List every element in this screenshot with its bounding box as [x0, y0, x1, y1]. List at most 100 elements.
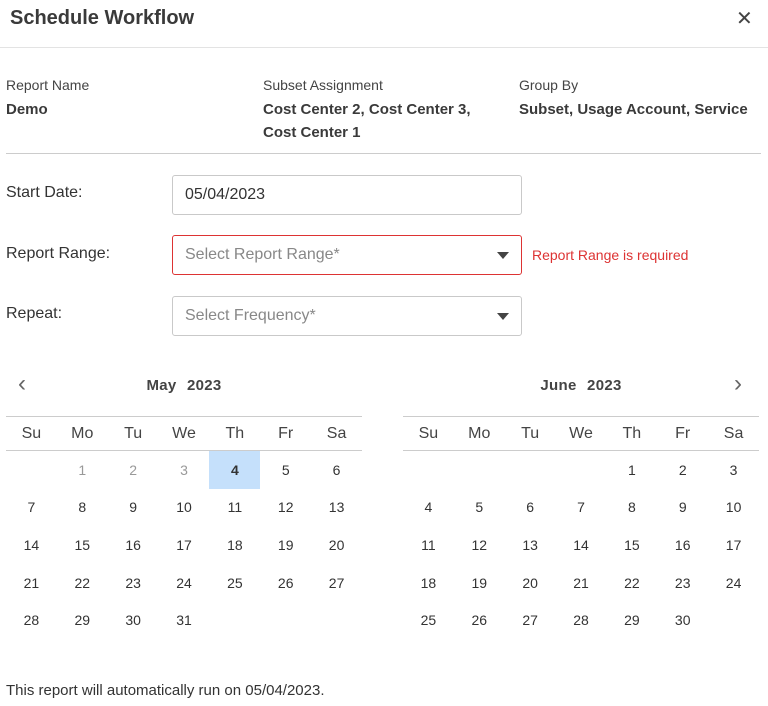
day-cell[interactable]: 19: [277, 536, 294, 553]
schedule-message: This report will automatically run on 05…: [6, 682, 325, 699]
weekday-label: Fr: [278, 424, 294, 442]
start-date-label: Start Date:: [6, 184, 83, 201]
next-month-icon[interactable]: ›: [734, 370, 742, 397]
day-cell[interactable]: 22: [624, 574, 640, 591]
day-cell[interactable]: 7: [577, 499, 585, 516]
report-name-label: Report Name: [6, 77, 90, 93]
weekday-label: Th: [622, 424, 642, 442]
month-title: June 2023: [540, 377, 622, 394]
day-cell-selected[interactable]: 4: [209, 451, 261, 489]
report-range-label: Report Range:: [6, 245, 111, 262]
caret-down-icon: [497, 251, 509, 259]
day-cell[interactable]: 24: [176, 574, 192, 591]
day-cell[interactable]: 11: [227, 499, 243, 516]
day-cell[interactable]: 5: [281, 461, 290, 478]
day-cell[interactable]: 19: [471, 574, 488, 591]
day-cell[interactable]: 8: [78, 499, 87, 516]
weekday-label: Su: [418, 424, 439, 442]
weekday-label: Sa: [723, 424, 744, 442]
subset-label: Subset Assignment: [263, 77, 383, 93]
day-cell[interactable]: 17: [725, 536, 742, 553]
calendar-may: May 2023 Su Mo Tu We Th Fr Sa 1 2 3 4 5 6 7 8 9 10 11 12 13…: [6, 377, 362, 639]
day-cell[interactable]: 1: [627, 461, 636, 478]
day-cell[interactable]: 25: [227, 574, 243, 591]
day-cell[interactable]: 18: [227, 536, 243, 553]
day-cell: 3: [180, 461, 188, 478]
empty-cell: [6, 451, 57, 489]
empty-cell: [403, 451, 454, 489]
day-cell[interactable]: 13: [328, 499, 345, 516]
weekday-label: We: [569, 424, 593, 442]
weekday-label: We: [172, 424, 196, 442]
report-range-select[interactable]: Select Report Range*: [172, 235, 522, 275]
report-range-error: Report Range is required: [532, 247, 689, 263]
weekday-label: Su: [21, 424, 42, 442]
day-cell[interactable]: 12: [277, 499, 294, 516]
day-cell[interactable]: 15: [74, 536, 91, 553]
close-icon[interactable]: ✕: [736, 8, 753, 30]
caret-down-icon: [497, 312, 509, 320]
group-by-label: Group By: [519, 77, 579, 93]
day-cell[interactable]: 27: [328, 574, 345, 591]
day-cell[interactable]: 25: [420, 612, 437, 629]
day-cell[interactable]: 29: [624, 612, 640, 629]
day-cell[interactable]: 9: [678, 499, 687, 516]
group-by-value: Subset, Usage Account, Service: [519, 101, 748, 118]
day-cell[interactable]: 3: [729, 461, 738, 478]
divider: [6, 153, 761, 154]
divider: [0, 47, 768, 48]
day-cell[interactable]: 20: [522, 574, 538, 591]
day-cell[interactable]: 28: [23, 612, 40, 629]
start-date-input[interactable]: 05/04/2023: [172, 175, 522, 215]
start-date-value: 05/04/2023: [185, 186, 266, 203]
day-cell[interactable]: 13: [522, 536, 538, 553]
day-cell[interactable]: 27: [522, 612, 538, 629]
weekday-header: Su Mo Tu We Th Fr Sa: [6, 416, 362, 451]
day-cell[interactable]: 17: [176, 536, 192, 553]
day-grid: 1 2 3 4 5 6 7 8 9 10 11 12 13 14 15 16 17 18 19 20 21 22 23 24 2…: [403, 451, 759, 639]
prev-month-icon[interactable]: ‹: [18, 370, 26, 397]
day-cell[interactable]: 7: [27, 499, 36, 516]
empty-cell: [556, 451, 607, 489]
day-cell[interactable]: 23: [674, 574, 691, 591]
day-cell[interactable]: 21: [23, 574, 40, 591]
day-cell[interactable]: 9: [129, 499, 138, 516]
day-cell[interactable]: 20: [328, 536, 345, 553]
weekday-label: Mo: [71, 424, 94, 442]
day-cell[interactable]: 12: [471, 536, 488, 553]
day-cell[interactable]: 18: [420, 574, 437, 591]
day-cell[interactable]: 11: [421, 536, 436, 553]
day-cell[interactable]: 28: [573, 612, 589, 629]
empty-cell: [505, 451, 556, 489]
day-cell[interactable]: 10: [176, 499, 192, 516]
day-cell: 1: [78, 461, 87, 478]
day-cell[interactable]: 2: [678, 461, 687, 478]
day-cell[interactable]: 30: [674, 612, 691, 629]
day-cell[interactable]: 24: [725, 574, 742, 591]
day-cell[interactable]: 16: [674, 536, 691, 553]
day-cell[interactable]: 14: [23, 536, 40, 553]
day-cell[interactable]: 26: [471, 612, 488, 629]
day-cell[interactable]: 6: [526, 499, 535, 516]
day-cell[interactable]: 22: [74, 574, 91, 591]
day-cell[interactable]: 15: [624, 536, 640, 553]
day-cell[interactable]: 5: [475, 499, 484, 516]
calendar-june: June 2023 Su Mo Tu We Th Fr Sa 1 2 3 4 5 6 7 8 9 10 11 12 1…: [403, 377, 759, 639]
day-grid: 1 2 3 4 5 6 7 8 9 10 11 12 13 14 15 16 17 18 19 20 21 22 23 24 2…: [6, 451, 362, 639]
day-cell[interactable]: 14: [573, 536, 589, 553]
day-cell[interactable]: 6: [332, 461, 341, 478]
month-title: May 2023: [146, 377, 222, 394]
day-cell[interactable]: 10: [725, 499, 742, 516]
day-cell[interactable]: 21: [573, 574, 589, 591]
day-cell[interactable]: 31: [176, 612, 192, 629]
day-cell[interactable]: 30: [125, 612, 141, 629]
day-cell[interactable]: 4: [424, 499, 433, 516]
day-cell[interactable]: 23: [125, 574, 141, 591]
day-cell[interactable]: 8: [627, 499, 636, 516]
day-cell[interactable]: 26: [277, 574, 294, 591]
day-cell[interactable]: 16: [125, 536, 141, 553]
repeat-select[interactable]: Select Frequency*: [172, 296, 522, 336]
day-cell: 2: [129, 461, 138, 478]
day-cell[interactable]: 29: [74, 612, 91, 629]
weekday-label: Th: [225, 424, 245, 442]
